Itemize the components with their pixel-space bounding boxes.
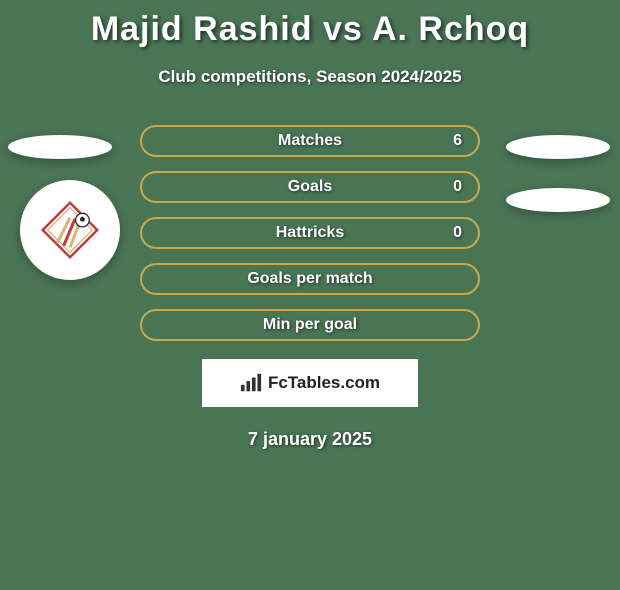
stat-value: 0	[453, 224, 462, 242]
stat-row-goals: Goals 0	[140, 171, 480, 203]
player-left-ellipse	[8, 135, 112, 159]
stat-value: 0	[453, 178, 462, 196]
stat-row-matches: Matches 6	[140, 125, 480, 157]
stat-row-hattricks: Hattricks 0	[140, 217, 480, 249]
stat-row-min-per-goal: Min per goal	[140, 309, 480, 341]
brand-text: FcTables.com	[268, 373, 380, 393]
stat-label: Min per goal	[263, 316, 357, 334]
subtitle: Club competitions, Season 2024/2025	[0, 67, 620, 87]
brand-box: FcTables.com	[202, 359, 418, 407]
page-title: Majid Rashid vs A. Rchoq	[0, 10, 620, 49]
stat-label: Matches	[278, 132, 342, 150]
date-text: 7 january 2025	[0, 429, 620, 450]
chart-icon	[240, 373, 262, 393]
stat-label: Hattricks	[276, 224, 344, 242]
club-badge	[20, 180, 120, 280]
club-badge-icon	[39, 199, 101, 261]
stat-label: Goals	[288, 178, 332, 196]
stat-label: Goals per match	[247, 270, 372, 288]
stat-value: 6	[453, 132, 462, 150]
player-right-ellipse-2	[506, 188, 610, 212]
player-right-ellipse-1	[506, 135, 610, 159]
stat-row-goals-per-match: Goals per match	[140, 263, 480, 295]
